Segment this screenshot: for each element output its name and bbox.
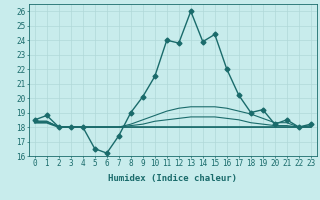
X-axis label: Humidex (Indice chaleur): Humidex (Indice chaleur) bbox=[108, 174, 237, 183]
